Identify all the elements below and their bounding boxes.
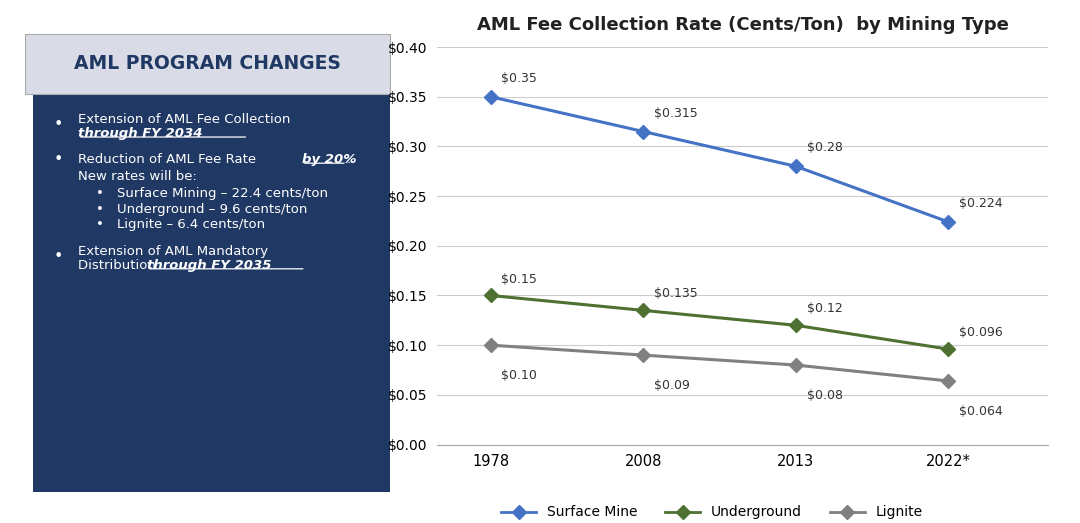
Text: •: • [53, 117, 63, 132]
Text: Underground – 9.6 cents/ton: Underground – 9.6 cents/ton [117, 203, 308, 215]
Text: $0.224: $0.224 [959, 197, 1002, 210]
Text: Extension of AML Mandatory: Extension of AML Mandatory [78, 245, 268, 257]
Text: New rates will be:: New rates will be: [78, 170, 197, 183]
Text: $0.12: $0.12 [807, 302, 842, 315]
Text: AML PROGRAM CHANGES: AML PROGRAM CHANGES [73, 54, 340, 73]
Legend: Surface Mine, Underground, Lignite: Surface Mine, Underground, Lignite [496, 500, 929, 523]
Text: •: • [53, 152, 63, 167]
Text: $0.15: $0.15 [501, 272, 538, 286]
Text: through FY 2035: through FY 2035 [147, 259, 271, 271]
Text: Lignite – 6.4 cents/ton: Lignite – 6.4 cents/ton [117, 219, 265, 231]
Text: •: • [96, 187, 105, 200]
FancyBboxPatch shape [25, 34, 390, 94]
Text: •: • [96, 203, 105, 215]
Text: $0.35: $0.35 [501, 72, 538, 85]
Text: $0.08: $0.08 [807, 389, 842, 402]
Text: •: • [96, 219, 105, 231]
Text: $0.28: $0.28 [807, 141, 842, 154]
Text: $0.315: $0.315 [654, 107, 698, 120]
Text: .: . [347, 153, 351, 166]
Text: through FY 2034: through FY 2034 [78, 127, 202, 140]
Text: $0.10: $0.10 [501, 369, 538, 382]
Text: $0.064: $0.064 [959, 405, 1003, 418]
Text: $0.096: $0.096 [959, 326, 1003, 339]
FancyBboxPatch shape [32, 63, 390, 492]
Text: by 20%: by 20% [301, 153, 356, 166]
Text: Distribution: Distribution [78, 259, 160, 271]
Title: AML Fee Collection Rate (Cents/Ton)  by Mining Type: AML Fee Collection Rate (Cents/Ton) by M… [476, 16, 1009, 35]
Text: Reduction of AML Fee Rate: Reduction of AML Fee Rate [78, 153, 260, 166]
Text: Extension of AML Fee Collection: Extension of AML Fee Collection [78, 113, 291, 126]
Text: $0.09: $0.09 [654, 379, 690, 392]
Text: •: • [53, 249, 63, 264]
Text: Surface Mining – 22.4 cents/ton: Surface Mining – 22.4 cents/ton [117, 187, 328, 200]
Text: $0.135: $0.135 [654, 288, 698, 300]
